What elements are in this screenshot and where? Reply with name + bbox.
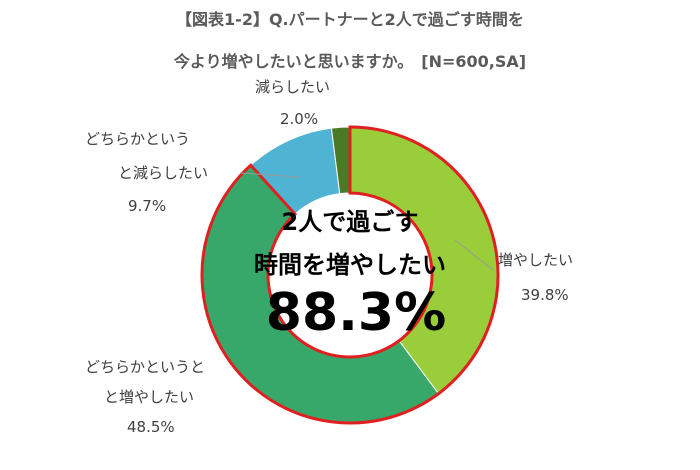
label-somewhat-decrease-line1: どちらかという: [85, 130, 191, 148]
label-somewhat-increase-value: 48.5%: [127, 418, 175, 436]
center-total-value: 88.3%: [266, 283, 446, 343]
label-increase-value: 39.8%: [521, 286, 569, 304]
label-somewhat-decrease-value: 9.7%: [128, 197, 167, 215]
leader-line-increase: [454, 239, 494, 271]
chart-title-line1: 【図表1-2】Q.パートナーと2人で過ごす時間を: [176, 10, 524, 29]
label-somewhat-increase-line1: どちらかというと: [85, 358, 206, 376]
highlight-outline: [200, 125, 500, 425]
center-label-line1: 2人で過ごす: [282, 208, 419, 236]
label-somewhat-decrease-line2: と減らしたい: [118, 164, 209, 182]
label-increase-name: 増やしたい: [498, 251, 574, 269]
leader-line-somewhat-decrease: [239, 172, 301, 178]
center-label-line2: 時間を増やしたい: [254, 251, 446, 279]
label-somewhat-increase-line2: と増やしたい: [104, 388, 195, 406]
chart-title-line2: 今より増やしたいと思いますか。 [N=600,SA]: [173, 52, 527, 71]
label-decrease-value: 2.0%: [280, 110, 319, 128]
label-decrease-name: 減らしたい: [255, 78, 331, 96]
